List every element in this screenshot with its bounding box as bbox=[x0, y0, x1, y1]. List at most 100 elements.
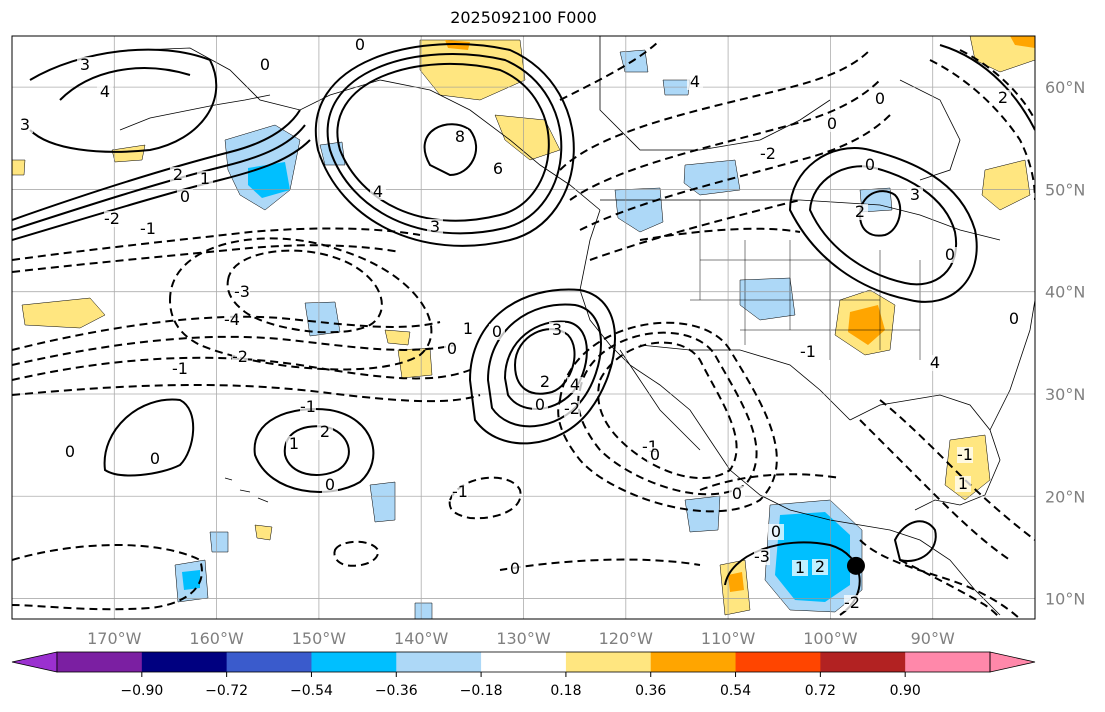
coastline-eastcoast bbox=[989, 299, 1035, 431]
colorbar-segment bbox=[141, 652, 228, 672]
contour-label-bg bbox=[564, 401, 580, 417]
contour-gom-low bbox=[724, 541, 861, 616]
contour-high-offshore bbox=[468, 288, 616, 445]
positive-contours bbox=[12, 43, 1035, 616]
contour-high-offshore bbox=[486, 303, 602, 428]
contour-label: 0 bbox=[510, 559, 520, 578]
shade-positive bbox=[494, 114, 561, 161]
contour-dashed-band bbox=[12, 356, 471, 381]
contour-label-bg bbox=[370, 184, 386, 200]
colorbar-tick-label: −0.54 bbox=[290, 683, 333, 699]
coastline-alaska bbox=[139, 47, 601, 211]
shade-negative bbox=[775, 512, 850, 602]
contour-label-bg bbox=[286, 436, 302, 452]
lon-label: 90°W bbox=[911, 629, 955, 648]
shade-negative bbox=[304, 301, 341, 337]
colorbar-tick-label: −0.72 bbox=[205, 683, 248, 699]
contour-label-bg bbox=[768, 524, 784, 540]
shade-positive bbox=[21, 297, 106, 329]
contour-low-pacific bbox=[168, 237, 433, 371]
contour-label: 2 bbox=[998, 88, 1008, 107]
contour-label: 0 bbox=[865, 155, 875, 174]
lon-label: 150°W bbox=[292, 629, 347, 648]
contour-label-bg bbox=[687, 74, 703, 90]
contour-label: 0 bbox=[875, 89, 885, 108]
contour-mexico bbox=[699, 473, 841, 491]
colorbar-tick-label: 0.18 bbox=[550, 683, 581, 699]
contour-label: 0 bbox=[492, 322, 502, 341]
colorbar-extend-max bbox=[989, 651, 1036, 673]
contour-label: 3 bbox=[20, 115, 30, 134]
contour-label: -1 bbox=[140, 219, 156, 238]
contour-label-bg bbox=[170, 167, 186, 183]
lat-label: 60°N bbox=[1045, 78, 1085, 97]
latitude-labels: 60°N 50°N 40°N 30°N 20°N 10°N bbox=[1045, 78, 1085, 608]
shade-positive bbox=[981, 159, 1031, 211]
shade-negative bbox=[684, 495, 721, 533]
contour-label-bg bbox=[844, 595, 860, 611]
contour-label: 0 bbox=[260, 55, 270, 74]
contour-northeast-high bbox=[808, 165, 958, 286]
contour-north-ridge bbox=[12, 109, 301, 221]
contour-label: 0 bbox=[732, 484, 742, 503]
colorbar-segment bbox=[311, 652, 397, 672]
lat-label: 10°N bbox=[1045, 590, 1085, 609]
contour-label-bg bbox=[300, 399, 316, 415]
contour-label: 1 bbox=[958, 474, 968, 493]
contour-dashed-band bbox=[12, 315, 441, 351]
contour-label-bg bbox=[955, 476, 971, 492]
contour-label: 0 bbox=[150, 449, 160, 468]
colorbar-segment bbox=[565, 652, 652, 672]
colorbar-tick-label: 0.90 bbox=[890, 683, 921, 699]
contour-label-bg bbox=[232, 349, 248, 365]
contour-label-bg bbox=[452, 129, 468, 145]
contour-label: 0 bbox=[447, 339, 457, 358]
contour-dashed-band bbox=[12, 227, 421, 261]
shade-positive bbox=[12, 159, 26, 176]
contour-label-bg bbox=[872, 91, 888, 107]
colorbar-segment bbox=[820, 652, 906, 672]
contour-label-bg bbox=[17, 117, 33, 133]
contour-label: 3 bbox=[910, 185, 920, 204]
map-frame bbox=[11, 35, 1036, 620]
contour-east-trough bbox=[959, 49, 1035, 121]
colorbar-segment bbox=[226, 652, 312, 672]
contour-label: 6 bbox=[493, 159, 503, 178]
border-us-mexico bbox=[639, 344, 851, 421]
coastline-central-america bbox=[789, 509, 1001, 616]
contour-label: -2 bbox=[104, 209, 120, 228]
contour-label-bg bbox=[907, 187, 923, 203]
storm-center-marker bbox=[846, 556, 865, 575]
lon-label: 140°W bbox=[394, 629, 449, 648]
contour-label: 2 bbox=[173, 165, 183, 184]
contour-label-bg bbox=[224, 312, 240, 328]
contour-west-coast-trough bbox=[579, 114, 891, 231]
lon-label: 130°W bbox=[496, 629, 551, 648]
contour-zero-west bbox=[103, 398, 195, 477]
contour-label: -2 bbox=[564, 399, 580, 418]
contour-northeast-inner bbox=[858, 190, 902, 237]
contour-label-bg bbox=[957, 447, 973, 463]
contour-label-bg bbox=[197, 171, 213, 187]
contour-label: 2 bbox=[855, 202, 865, 221]
contour-label-bg bbox=[1006, 311, 1022, 327]
colorbar-tick-label: 0.54 bbox=[720, 683, 751, 699]
contour-label-bg bbox=[352, 37, 368, 53]
negative-contours bbox=[12, 39, 1035, 619]
contour-label: 4 bbox=[373, 182, 383, 201]
contour-label: -4 bbox=[224, 310, 240, 329]
contour-west-coast-trough bbox=[589, 199, 801, 261]
colorbar-tick-label: 0.72 bbox=[805, 683, 836, 699]
contour-label-bg bbox=[444, 341, 460, 357]
colorbar-segment bbox=[650, 652, 737, 672]
contour-label-bg bbox=[104, 211, 120, 227]
contour-low-coast bbox=[557, 321, 778, 513]
contour-gulf-trough bbox=[859, 419, 1011, 561]
shade-positive bbox=[848, 305, 885, 345]
contour-west-top bbox=[29, 48, 218, 153]
contour-label-bg bbox=[549, 322, 565, 338]
contour-northeast-high bbox=[788, 147, 978, 303]
contour-label: 0 bbox=[65, 442, 75, 461]
lon-label: 170°W bbox=[87, 629, 142, 648]
